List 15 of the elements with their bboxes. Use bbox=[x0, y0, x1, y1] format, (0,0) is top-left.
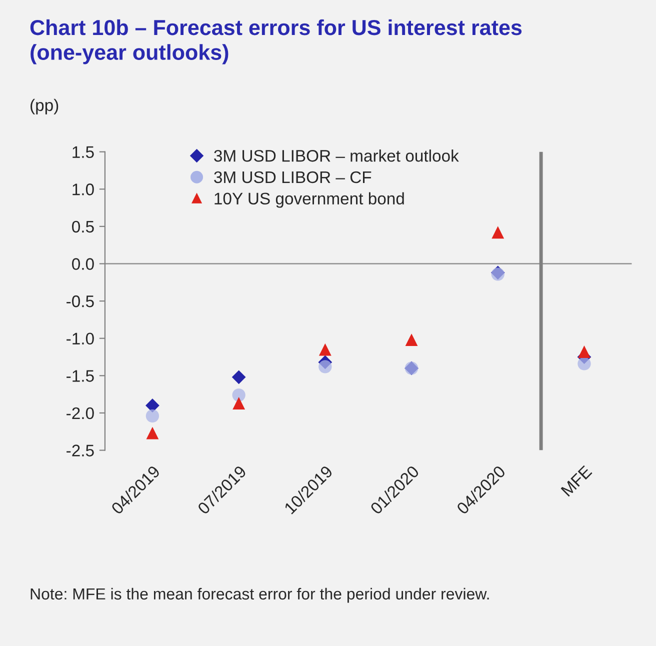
chart-title: Chart 10b – Forecast errors for US interest rates (one-year outlooks) bbox=[30, 19, 522, 64]
legend-label: 10Y US government bond bbox=[214, 192, 404, 208]
y-tick-label: 0.0 bbox=[72, 258, 94, 270]
legend-label: 3M USD LIBOR – market outlook bbox=[214, 150, 459, 162]
y-tick-label: -0.5 bbox=[66, 295, 94, 308]
y-tick-label: 1.0 bbox=[72, 184, 94, 196]
y-tick-label: -2.0 bbox=[66, 407, 94, 420]
y-tick-label: 0.5 bbox=[72, 220, 94, 233]
y-tick-label: -2.5 bbox=[66, 444, 94, 456]
text: Note: MFE is the mean forecast error for the period under review. bbox=[30, 588, 489, 603]
y-tick-label: -1.5 bbox=[66, 370, 94, 382]
y-axis-title: (pp) bbox=[30, 98, 58, 114]
legend-label: 3M USD LIBOR – CF bbox=[214, 171, 372, 184]
y-tick-label: 1.5 bbox=[72, 146, 94, 158]
y-tick-label: -1.0 bbox=[66, 332, 94, 345]
